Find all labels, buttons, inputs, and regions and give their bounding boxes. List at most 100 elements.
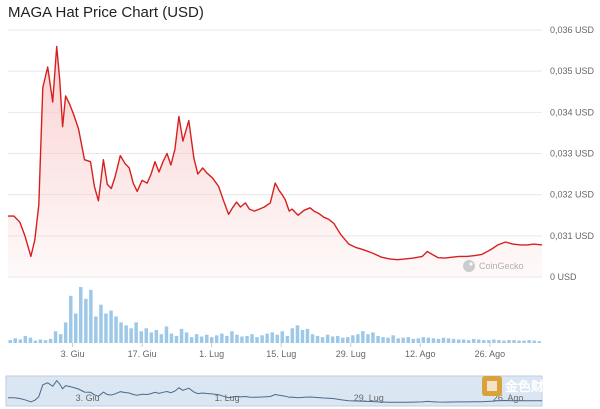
volume-bar (305, 328, 310, 343)
volume-bar (38, 339, 43, 343)
volume-bar (199, 336, 204, 343)
volume-bar (109, 310, 113, 343)
volume-bar (79, 287, 83, 343)
volume-bar (210, 337, 214, 343)
volume-bar (235, 334, 239, 343)
volume-bar (502, 340, 506, 343)
volume-bar (63, 322, 68, 343)
volume-bar (69, 295, 73, 343)
volume-bar (280, 331, 284, 343)
volume-bar (89, 289, 93, 343)
y-tick-label: 0,036 USD (550, 25, 595, 35)
volume-bar (255, 337, 259, 343)
volume-bar (174, 335, 179, 343)
volume-bar (164, 326, 169, 343)
navigator-x-tick-label: 3. Giu (76, 393, 100, 403)
volume-bar (512, 340, 516, 343)
y-tick-label: 0 USD (550, 272, 577, 282)
price-area-fill (8, 46, 542, 277)
volume-bar (23, 335, 28, 343)
y-tick-label: 0,033 USD (550, 149, 595, 159)
x-tick-label: 26. Ago (475, 349, 506, 359)
volume-bar (320, 337, 325, 343)
volume-bar (451, 338, 456, 343)
volume-bar (336, 335, 340, 343)
volume-bar (386, 337, 390, 343)
volume-bar (532, 340, 536, 343)
volume-bar (381, 337, 385, 343)
volume-bar (376, 335, 380, 343)
navigator-x-axis: 3. Giu 1. Lug 29. Lug 26. Ago (76, 393, 524, 403)
volume-bar (43, 340, 48, 343)
volume-bar (401, 337, 405, 343)
volume-bar (28, 337, 33, 343)
volume-bar (411, 338, 415, 343)
volume-bar (517, 340, 521, 343)
price-line-group[interactable] (8, 45, 543, 261)
brand-overlay: 金色财经 (482, 376, 557, 396)
range-navigator[interactable]: 3. Giu 1. Lug 29. Lug 26. Ago (5, 375, 543, 407)
navigator-x-tick-label: 26. Ago (493, 393, 524, 403)
volume-bar (461, 339, 466, 343)
volume-bar (74, 313, 78, 343)
volume-bar (310, 334, 315, 343)
volume-bar (366, 334, 370, 343)
volume-bar (396, 338, 400, 343)
volume-bar (225, 335, 229, 343)
volume-bar (522, 340, 526, 343)
volume-bar (472, 338, 476, 343)
volume-bar (94, 316, 98, 343)
volume-bar (104, 313, 108, 343)
volume-bar (341, 337, 345, 343)
volume-bar (84, 298, 88, 343)
volume-bar (179, 328, 184, 343)
x-tick-label: 17. Giu (128, 349, 157, 359)
volume-bar (13, 338, 17, 343)
x-tick-label: 29. Lug (336, 349, 366, 359)
volume-bars (8, 287, 541, 343)
volume-bar (456, 339, 461, 343)
volume-bar (436, 338, 441, 343)
volume-bar (351, 335, 355, 343)
volume-bar (129, 328, 133, 343)
volume-bar (507, 340, 511, 343)
y-tick-label: 0,032 USD (550, 190, 595, 200)
navigator-selection[interactable] (5, 375, 543, 407)
volume-bar (421, 337, 426, 343)
volume-bar (99, 304, 103, 343)
volume-bar (48, 338, 53, 343)
volume-bar (361, 331, 365, 343)
volume-bar (260, 335, 264, 343)
volume-bar (300, 330, 305, 343)
volume-bar (124, 325, 128, 343)
volume-bar (53, 331, 58, 343)
volume-bar (356, 334, 360, 343)
volume-bar (416, 338, 421, 343)
navigator-line (8, 379, 543, 403)
volume-bar (119, 322, 123, 343)
volume-bar (290, 328, 295, 343)
volume-bar (144, 328, 148, 343)
volume-bar (114, 316, 118, 343)
volume-bar (477, 339, 481, 343)
volume-bar (154, 330, 159, 343)
brand-text: 金色财经 (504, 379, 557, 394)
volume-bar (215, 335, 219, 343)
volume-bar (245, 335, 249, 343)
volume-bar (189, 337, 194, 343)
volume-bar (220, 333, 224, 343)
volume-bar (466, 340, 471, 343)
volume-bar (275, 334, 279, 343)
volume-bar (492, 339, 496, 343)
volume-bar (487, 340, 491, 343)
volume-bar (134, 322, 138, 343)
chart-title: MAGA Hat Price Chart (USD) (8, 4, 204, 21)
volume-bar (346, 337, 350, 343)
x-tick-label: 12. Ago (405, 349, 436, 359)
volume-bar (159, 334, 164, 343)
y-axis: 0 USD 0,031 USD 0,032 USD 0,033 USD 0,034 US… (550, 25, 595, 282)
y-tick-label: 0,031 USD (550, 231, 595, 241)
volume-bar (325, 334, 330, 343)
volume-bar (406, 337, 410, 343)
volume-bar (431, 338, 436, 343)
